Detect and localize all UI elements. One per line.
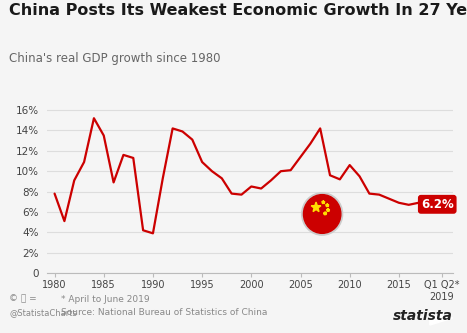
Polygon shape: [324, 212, 327, 215]
Polygon shape: [311, 202, 321, 212]
Polygon shape: [322, 200, 325, 204]
Text: Source: National Bureau of Statistics of China: Source: National Bureau of Statistics of…: [61, 308, 267, 317]
Text: China's real GDP growth since 1980: China's real GDP growth since 1980: [9, 52, 221, 65]
Circle shape: [302, 193, 343, 235]
Text: @StatistaCharts: @StatistaCharts: [9, 308, 77, 317]
Circle shape: [304, 194, 341, 233]
Polygon shape: [325, 203, 329, 207]
Text: 6.2%: 6.2%: [421, 198, 453, 211]
Polygon shape: [326, 208, 330, 211]
Text: * April to June 2019: * April to June 2019: [61, 295, 149, 304]
Polygon shape: [430, 311, 453, 325]
Text: China Posts Its Weakest Economic Growth In 27 Years: China Posts Its Weakest Economic Growth …: [9, 3, 467, 18]
Text: statista: statista: [393, 309, 453, 323]
Text: © ⓘ =: © ⓘ =: [9, 295, 37, 304]
